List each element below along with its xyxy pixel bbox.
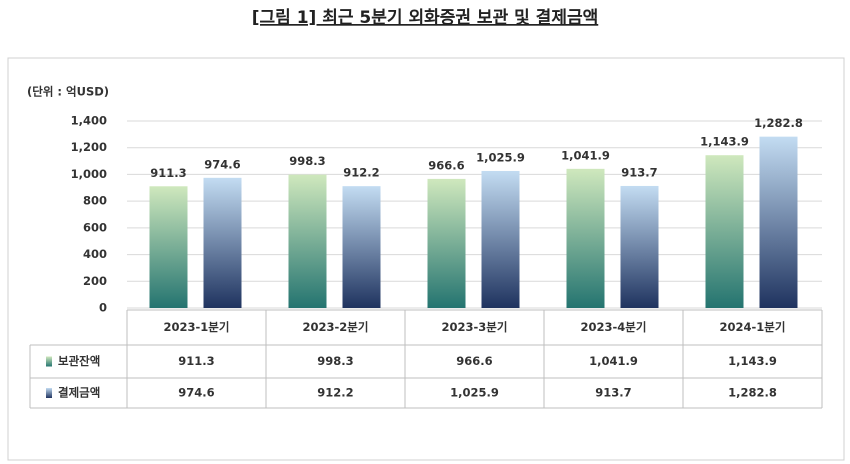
x-tick-label: 2023-4분기 bbox=[581, 320, 647, 334]
table-cell: 1,143.9 bbox=[728, 354, 777, 368]
x-tick-label: 2024-1분기 bbox=[720, 320, 786, 334]
y-tick-label: 1,000 bbox=[71, 167, 107, 181]
table-cell: 1,282.8 bbox=[728, 386, 777, 400]
data-label: 1,143.9 bbox=[700, 135, 749, 149]
chart-title: [그림 1] 최근 5분기 외화증권 보관 및 결제금액 bbox=[252, 8, 599, 28]
y-tick-label: 800 bbox=[83, 194, 107, 208]
bar bbox=[566, 168, 605, 308]
bar bbox=[620, 185, 659, 308]
data-label: 1,282.8 bbox=[754, 116, 803, 130]
x-tick-label: 2023-2분기 bbox=[303, 320, 369, 334]
data-label: 912.2 bbox=[343, 166, 379, 180]
data-label: 911.3 bbox=[150, 166, 186, 180]
bar bbox=[705, 155, 744, 308]
table-cell: 1,041.9 bbox=[589, 354, 638, 368]
table-cell: 966.6 bbox=[456, 354, 492, 368]
legend-label: 보관잔액 bbox=[58, 354, 100, 368]
table-cell: 911.3 bbox=[178, 354, 214, 368]
y-tick-label: 0 bbox=[99, 301, 107, 315]
data-label: 913.7 bbox=[621, 165, 657, 179]
table-cell: 998.3 bbox=[317, 354, 353, 368]
legend-label: 결제금액 bbox=[58, 386, 100, 400]
bar bbox=[759, 136, 798, 308]
data-label: 998.3 bbox=[289, 154, 325, 168]
legend-swatch bbox=[46, 388, 52, 398]
x-tick-label: 2023-1분기 bbox=[164, 320, 230, 334]
data-label: 974.6 bbox=[204, 157, 240, 171]
y-tick-label: 200 bbox=[83, 274, 107, 288]
legend-swatch bbox=[46, 356, 52, 367]
table-cell: 912.2 bbox=[317, 386, 353, 400]
y-tick-label: 400 bbox=[83, 247, 107, 261]
x-tick-label: 2023-3분기 bbox=[442, 320, 508, 334]
y-axis-label: (단위 : 억USD) bbox=[27, 85, 109, 99]
data-label: 966.6 bbox=[428, 158, 464, 172]
y-tick-label: 1,400 bbox=[71, 114, 107, 128]
data-label: 1,025.9 bbox=[476, 150, 525, 164]
table-cell: 1,025.9 bbox=[450, 386, 499, 400]
y-tick-label: 600 bbox=[83, 220, 107, 234]
bar bbox=[481, 170, 520, 308]
bar bbox=[288, 174, 327, 308]
table-cell: 974.6 bbox=[178, 386, 214, 400]
table-cell: 913.7 bbox=[595, 386, 631, 400]
bar bbox=[203, 177, 242, 308]
bar bbox=[427, 178, 466, 308]
bar bbox=[149, 186, 188, 308]
data-label: 1,041.9 bbox=[561, 148, 610, 162]
chart-frame bbox=[7, 57, 845, 461]
bar bbox=[342, 186, 381, 308]
y-tick-label: 1,200 bbox=[71, 140, 107, 154]
